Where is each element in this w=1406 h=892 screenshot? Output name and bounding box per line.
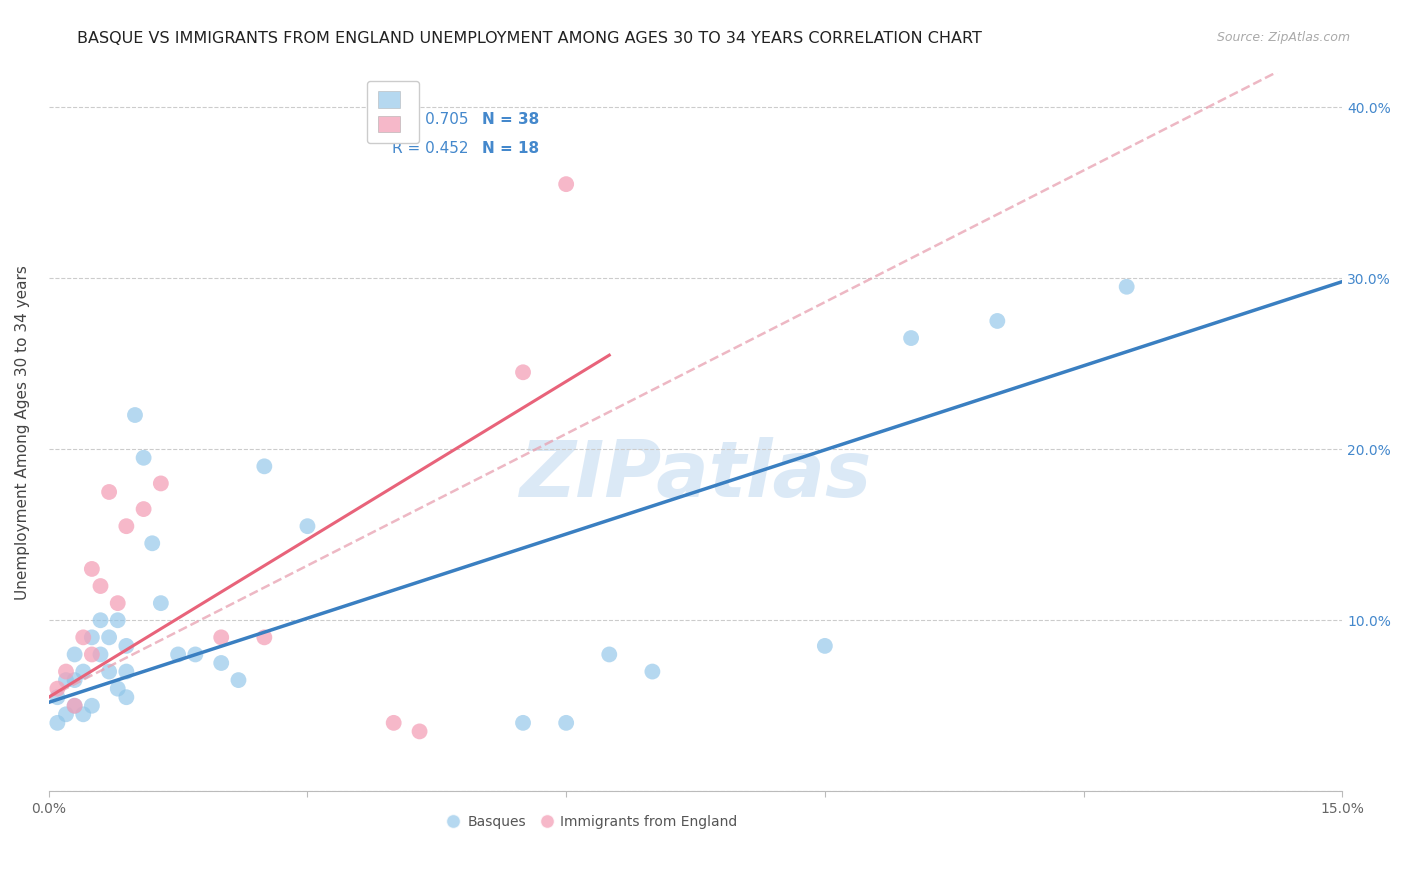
Text: R = 0.452: R = 0.452 [391,141,468,156]
Point [107,596,129,610]
Text: BASQUE VS IMMIGRANTS FROM ENGLAND UNEMPLOYMENT AMONG AGES 30 TO 34 YEARS CORRELA: BASQUE VS IMMIGRANTS FROM ENGLAND UNEMPL… [77,31,983,46]
Point [80,562,103,576]
Text: N = 38: N = 38 [482,112,540,128]
Point [408,724,430,739]
Point [141,536,163,550]
Point [253,631,276,645]
Point [132,502,155,516]
Point [297,519,319,533]
Point [115,519,138,533]
Point [900,331,922,345]
Point [89,648,111,662]
Point [555,177,578,191]
Point [814,639,837,653]
Point [209,631,232,645]
Point [98,631,121,645]
Point [107,681,129,696]
Point [132,450,155,465]
Point [115,639,138,653]
Point [149,476,172,491]
Point [46,681,69,696]
Point [46,690,69,705]
Point [124,408,146,422]
Point [555,715,578,730]
Point [184,648,207,662]
Point [253,459,276,474]
Point [63,698,86,713]
Point [72,665,94,679]
Point [382,715,405,730]
Point [55,665,77,679]
Point [1115,279,1137,293]
Point [72,631,94,645]
Point [598,648,620,662]
Point [115,665,138,679]
Point [80,631,103,645]
Point [107,613,129,627]
Text: ZIPatlas: ZIPatlas [519,437,872,513]
Point [55,707,77,722]
Point [89,613,111,627]
Text: Source: ZipAtlas.com: Source: ZipAtlas.com [1216,31,1350,45]
Point [167,648,190,662]
Point [149,596,172,610]
Point [63,698,86,713]
Point [228,673,250,687]
Point [63,673,86,687]
Point [72,707,94,722]
Point [63,648,86,662]
Text: R = 0.705: R = 0.705 [391,112,468,128]
Point [641,665,664,679]
Point [512,715,534,730]
Y-axis label: Unemployment Among Ages 30 to 34 years: Unemployment Among Ages 30 to 34 years [15,265,30,599]
Point [986,314,1008,328]
Point [80,698,103,713]
Point [89,579,111,593]
Point [115,690,138,705]
Point [512,365,534,379]
Legend: Basques, Immigrants from England: Basques, Immigrants from England [440,810,744,835]
Point [80,648,103,662]
Point [46,715,69,730]
Text: N = 18: N = 18 [482,141,540,156]
Point [55,673,77,687]
Point [209,656,232,670]
Point [98,665,121,679]
Point [98,485,121,500]
